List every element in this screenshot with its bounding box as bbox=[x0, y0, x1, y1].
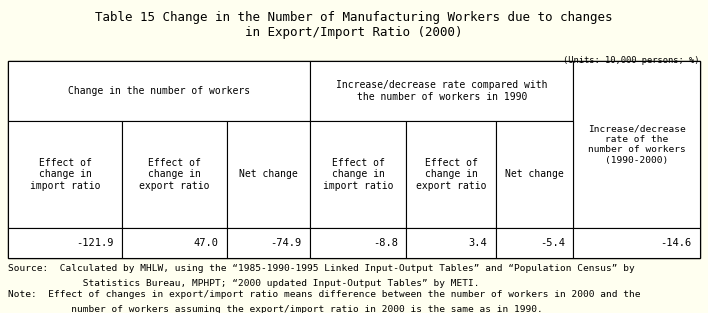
Text: -121.9: -121.9 bbox=[76, 239, 114, 248]
Bar bbox=[8, 61, 310, 121]
Text: (Units: 10,000 persons; %): (Units: 10,000 persons; %) bbox=[563, 56, 700, 65]
Text: -5.4: -5.4 bbox=[540, 239, 565, 248]
Text: number of workers assuming the export/import ratio in 2000 is the same as in 199: number of workers assuming the export/im… bbox=[8, 305, 543, 313]
Text: Effect of
change in
export ratio: Effect of change in export ratio bbox=[139, 158, 210, 191]
Text: Change in the number of workers: Change in the number of workers bbox=[68, 86, 251, 96]
Text: 47.0: 47.0 bbox=[193, 239, 218, 248]
Text: -8.8: -8.8 bbox=[373, 239, 398, 248]
Text: Effect of
change in
import ratio: Effect of change in import ratio bbox=[323, 158, 394, 191]
Bar bbox=[8, 228, 122, 258]
Text: in Export/Import Ratio (2000): in Export/Import Ratio (2000) bbox=[245, 26, 463, 39]
Text: Effect of
change in
import ratio: Effect of change in import ratio bbox=[30, 158, 101, 191]
Text: Table 15 Change in the Number of Manufacturing Workers due to changes: Table 15 Change in the Number of Manufac… bbox=[96, 11, 612, 24]
Text: Statistics Bureau, MPHPT; “2000 updated Input-Output Tables” by METI.: Statistics Bureau, MPHPT; “2000 updated … bbox=[8, 279, 480, 288]
Bar bbox=[227, 121, 310, 228]
Bar bbox=[496, 121, 573, 228]
Bar bbox=[406, 228, 496, 258]
Text: Source:  Calculated by MHLW, using the “1985-1990-1995 Linked Input-Output Table: Source: Calculated by MHLW, using the “1… bbox=[8, 264, 635, 273]
Bar bbox=[122, 228, 227, 258]
Bar bbox=[8, 61, 700, 258]
Text: Note:  Effect of changes in export/import ratio means difference between the num: Note: Effect of changes in export/import… bbox=[8, 290, 641, 300]
Text: -74.9: -74.9 bbox=[270, 239, 302, 248]
Bar bbox=[227, 228, 310, 258]
Bar bbox=[573, 228, 700, 258]
Bar bbox=[8, 121, 122, 228]
Text: -14.6: -14.6 bbox=[660, 239, 691, 248]
Bar bbox=[310, 121, 406, 228]
Bar bbox=[310, 61, 573, 121]
Text: Increase/decrease
rate of the
number of workers
(1990-2000): Increase/decrease rate of the number of … bbox=[588, 125, 685, 165]
Text: 3.4: 3.4 bbox=[469, 239, 487, 248]
Text: Net change: Net change bbox=[506, 170, 564, 179]
Text: Effect of
change in
export ratio: Effect of change in export ratio bbox=[416, 158, 486, 191]
Bar bbox=[310, 228, 406, 258]
Bar bbox=[573, 61, 700, 228]
Text: Net change: Net change bbox=[239, 170, 297, 179]
Text: Increase/decrease rate compared with
the number of workers in 1990: Increase/decrease rate compared with the… bbox=[336, 80, 547, 102]
Bar bbox=[406, 121, 496, 228]
Bar bbox=[122, 121, 227, 228]
Bar bbox=[496, 228, 573, 258]
